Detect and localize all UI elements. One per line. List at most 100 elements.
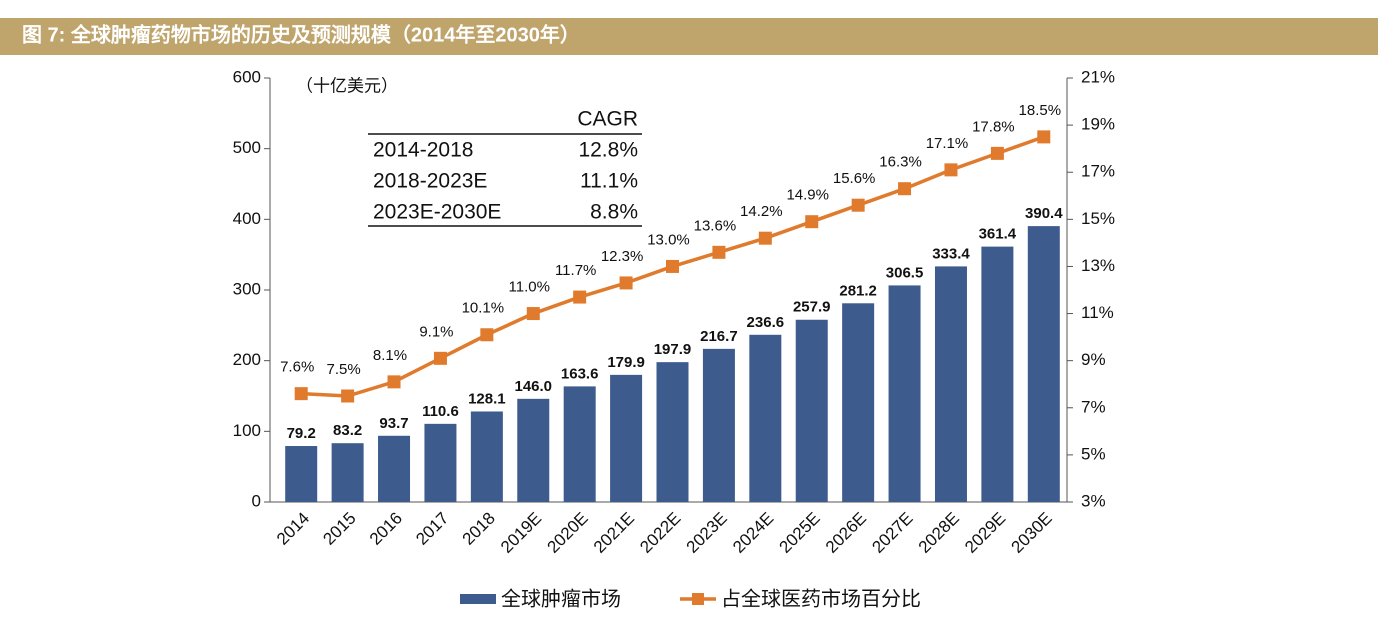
line-value-label: 7.6% <box>280 359 314 376</box>
line-value-label: 17.8% <box>972 118 1015 135</box>
y2-tick-label: 7% <box>1081 397 1106 416</box>
line-marker <box>805 215 819 229</box>
bar-value-label: 110.6 <box>422 403 459 420</box>
x-tick-label: 2021E <box>590 509 638 557</box>
x-tick-label: 2023E <box>683 509 731 557</box>
legend-swatch <box>692 593 704 605</box>
bar-value-label: 361.4 <box>979 226 1017 243</box>
line-value-label: 11.7% <box>555 262 596 279</box>
line-marker <box>898 182 912 196</box>
x-tick-label: 2018 <box>459 509 499 549</box>
line-value-label: 13.0% <box>647 231 690 248</box>
unit-note: （十亿美元） <box>296 76 398 95</box>
line-marker <box>294 387 308 401</box>
table-label: 2023E-2030E <box>373 201 501 224</box>
line-marker <box>433 351 447 365</box>
line-value-label: 15.6% <box>833 170 876 187</box>
y-tick-label: 100 <box>233 421 261 440</box>
bar <box>981 246 1014 502</box>
bar <box>610 374 643 502</box>
bar <box>795 319 828 502</box>
line-marker <box>1037 130 1051 144</box>
line-value-label: 7.5% <box>327 361 361 378</box>
legend-label: 全球肿瘤市场 <box>501 587 621 610</box>
bar <box>1027 226 1060 502</box>
x-tick-label: 2025E <box>776 509 824 557</box>
y-tick-label: 600 <box>233 67 261 86</box>
bar-value-label: 93.7 <box>379 415 408 432</box>
table-value: 12.8% <box>578 139 638 162</box>
bar-value-label: 236.6 <box>747 314 785 331</box>
line-value-label: 18.5% <box>1019 102 1062 119</box>
chart-title: 图 7: 全球肿瘤药物市场的历史及预测规模（2014年至2030年） <box>22 22 580 46</box>
y2-tick-label: 19% <box>1081 115 1115 134</box>
line-marker <box>666 259 679 273</box>
header-bar <box>0 18 1378 55</box>
line-value-label: 10.1% <box>462 300 505 317</box>
bar <box>702 348 735 502</box>
line-value-label: 11.0% <box>509 279 550 296</box>
line-marker <box>480 328 494 342</box>
bar <box>378 435 411 502</box>
bar-value-label: 306.5 <box>886 264 924 281</box>
line-value-label: 14.9% <box>786 187 829 204</box>
bar-value-label: 257.9 <box>793 299 831 316</box>
bar <box>888 285 921 502</box>
bar-value-label: 128.1 <box>468 390 506 407</box>
x-tick-label: 2029E <box>961 509 1009 557</box>
y-tick-label: 400 <box>233 209 261 228</box>
legend-label: 占全球医药市场百分比 <box>721 587 921 610</box>
y2-tick-label: 17% <box>1081 162 1115 181</box>
x-tick-label: 2019E <box>497 509 545 557</box>
bar <box>563 386 596 502</box>
bar <box>517 398 550 502</box>
x-tick-label: 2020E <box>543 509 591 557</box>
line-value-label: 16.3% <box>879 154 922 171</box>
y2-tick-label: 21% <box>1081 67 1115 86</box>
line-value-label: 9.1% <box>419 323 453 340</box>
line-value-label: 14.2% <box>740 203 783 220</box>
bar-value-label: 281.2 <box>839 282 877 299</box>
line-marker <box>990 146 1004 160</box>
y2-tick-label: 5% <box>1081 444 1106 463</box>
bar <box>424 423 457 502</box>
x-tick-label: 2028E <box>915 509 963 557</box>
y2-tick-label: 3% <box>1081 491 1106 510</box>
table-label: 2018-2023E <box>373 170 487 193</box>
line-value-label: 17.1% <box>926 135 969 152</box>
y2-tick-label: 13% <box>1081 256 1115 275</box>
bar <box>285 446 318 502</box>
y-tick-label: 500 <box>233 138 261 157</box>
line-marker <box>573 290 587 304</box>
line-marker <box>387 375 401 389</box>
y2-tick-label: 15% <box>1081 209 1115 228</box>
bar-value-label: 163.6 <box>561 365 599 382</box>
bar <box>331 443 364 502</box>
bar <box>470 411 503 502</box>
table-header: CAGR <box>577 108 638 131</box>
x-tick-label: 2030E <box>1008 509 1056 557</box>
line-marker <box>758 231 772 245</box>
x-tick-label: 2017 <box>412 509 452 549</box>
x-tick-label: 2015 <box>319 509 359 549</box>
x-tick-label: 2027E <box>868 509 916 557</box>
table-value: 11.1% <box>580 170 638 193</box>
bar-value-label: 197.9 <box>654 341 692 358</box>
y2-tick-label: 9% <box>1081 350 1106 369</box>
line-value-label: 8.1% <box>373 347 407 364</box>
table-label: 2014-2018 <box>373 139 473 162</box>
y2-tick-label: 11% <box>1081 303 1114 322</box>
line-marker <box>712 245 726 259</box>
bar-value-label: 390.4 <box>1025 205 1063 222</box>
line-marker <box>944 163 958 177</box>
bar <box>842 303 875 502</box>
bar-value-label: 179.9 <box>607 354 645 371</box>
x-tick-label: 2014 <box>273 509 313 549</box>
line-marker <box>851 198 865 212</box>
line-marker <box>341 389 355 403</box>
bar-value-label: 83.2 <box>333 422 362 439</box>
bar-value-label: 216.7 <box>700 328 738 345</box>
y-tick-label: 0 <box>252 491 261 510</box>
x-tick-label: 2022E <box>636 509 684 557</box>
